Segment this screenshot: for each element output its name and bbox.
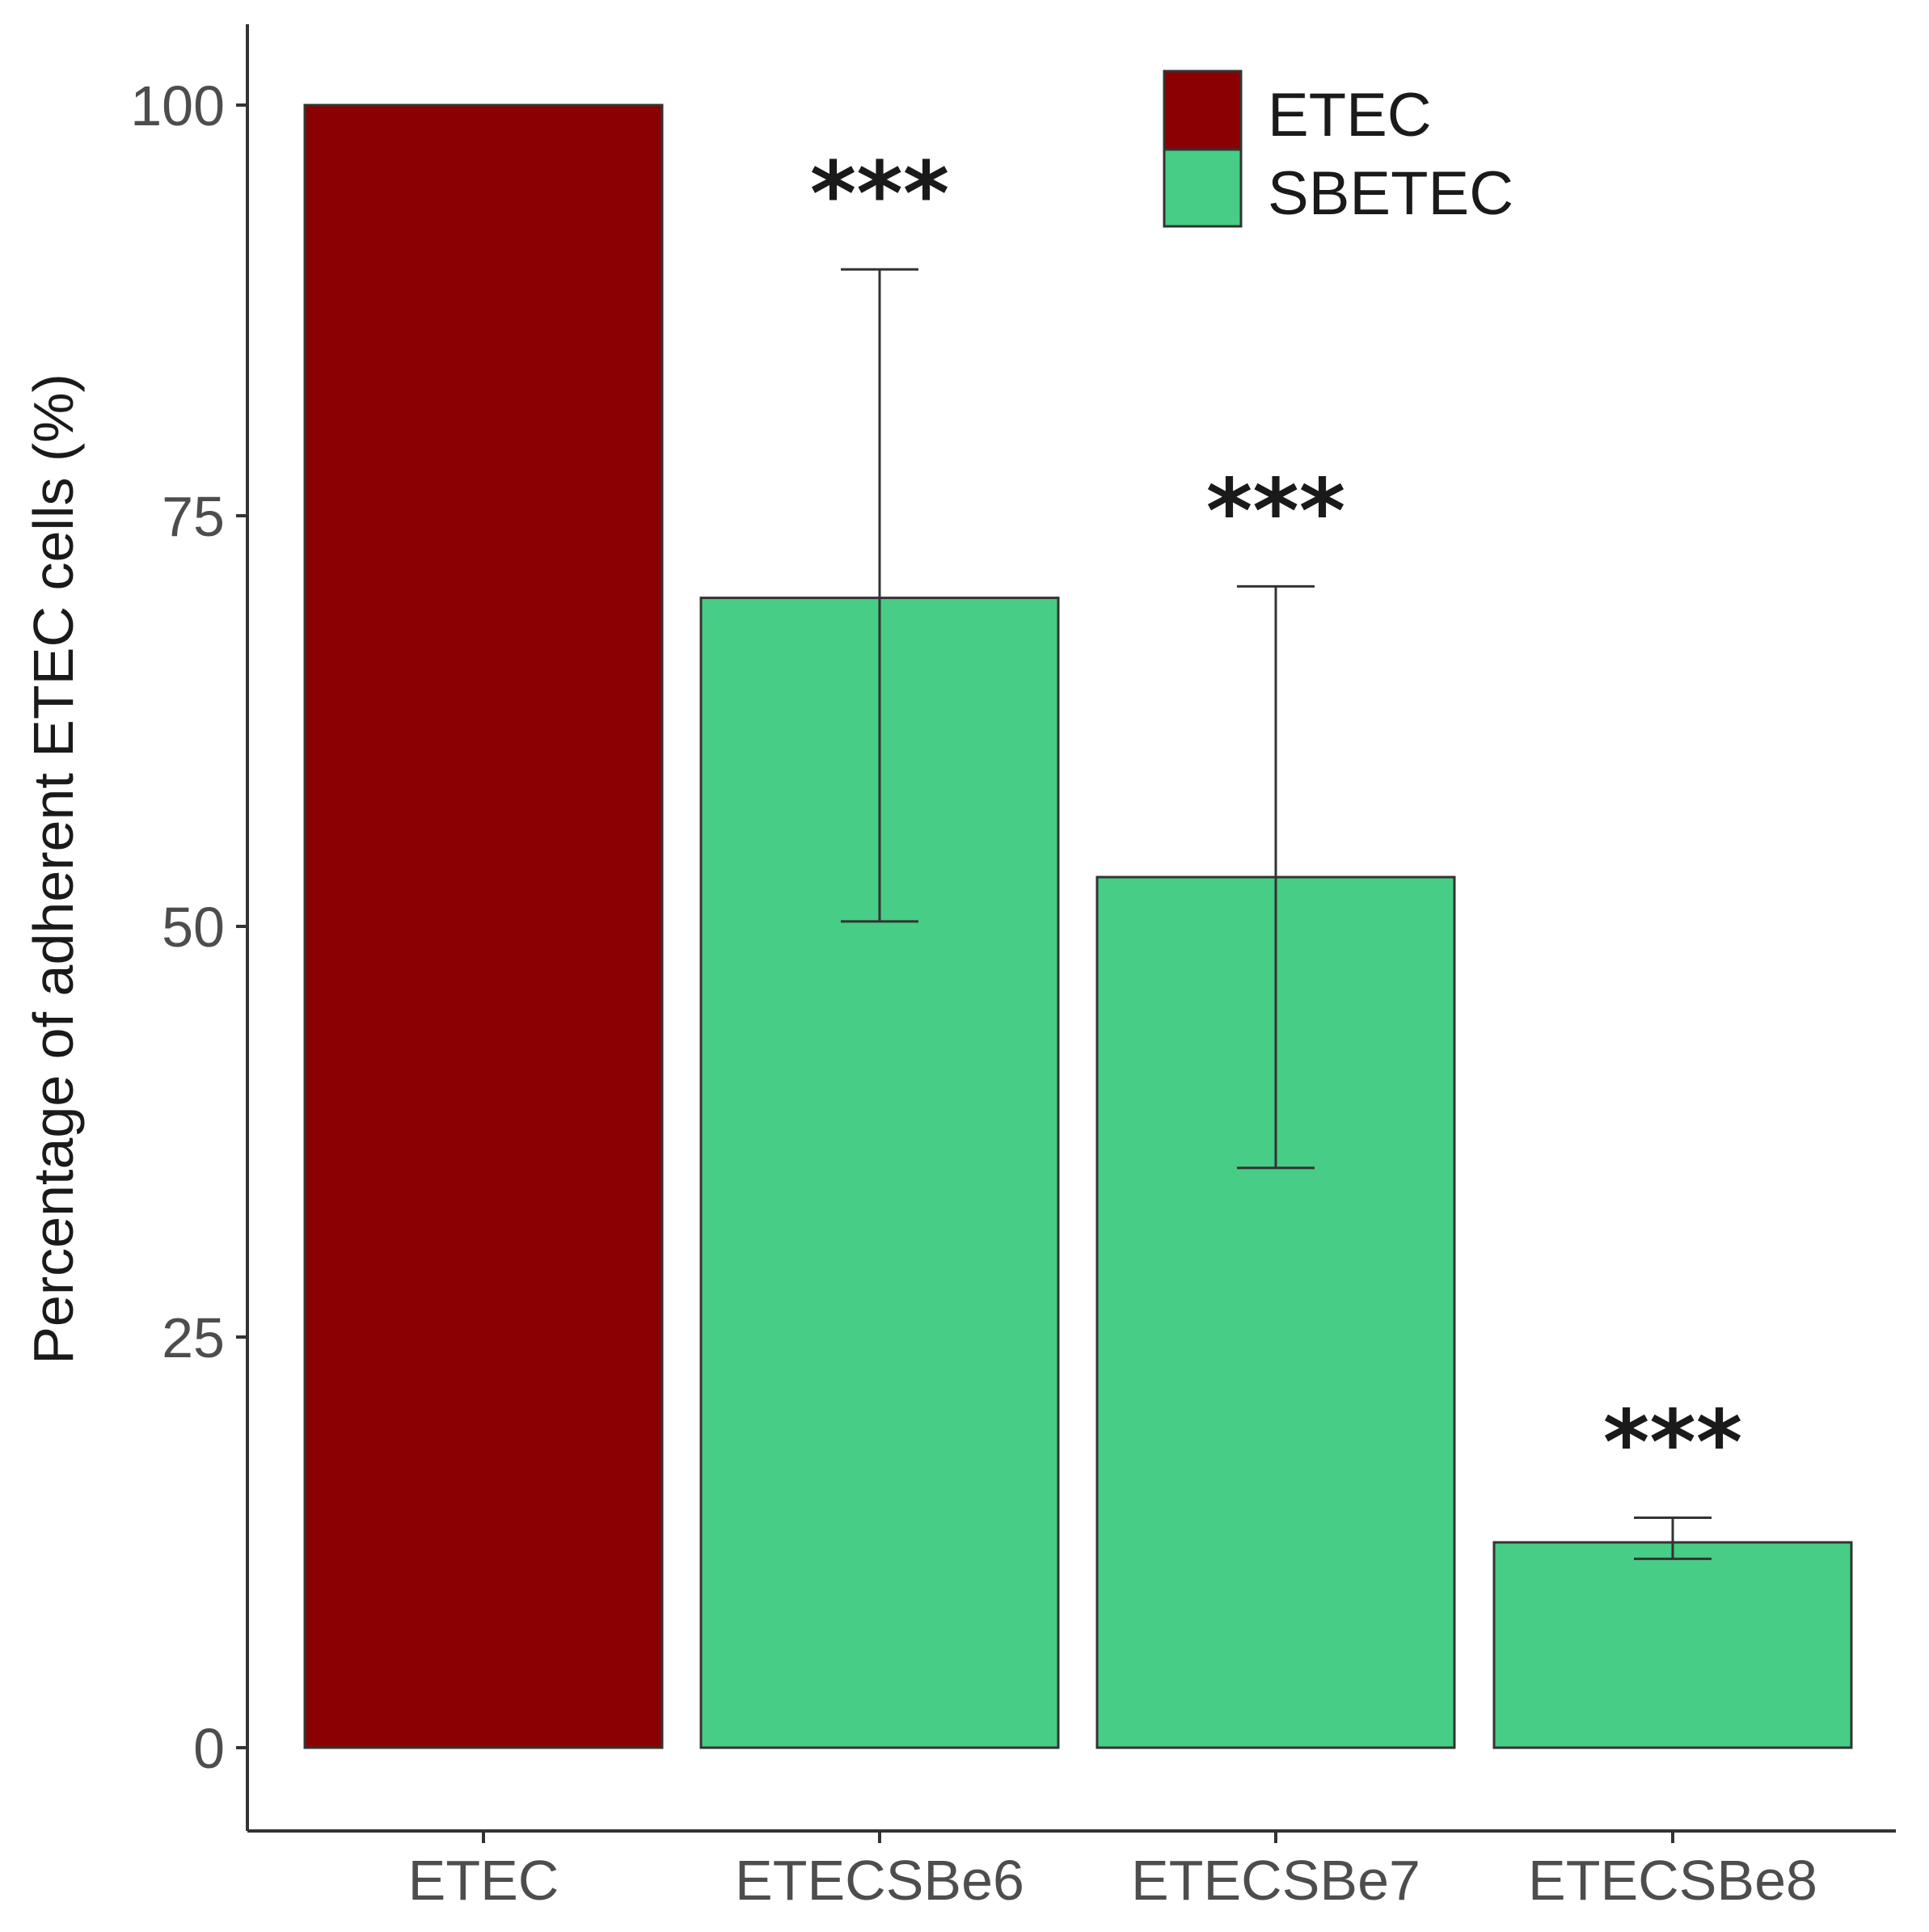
y-tick-label: 100 <box>130 74 225 137</box>
significance-markers: *** *** *** <box>810 142 1743 1494</box>
x-ticks: ETEC ETECSBe6 ETECSBe7 ETECSBe8 <box>408 1831 1817 1912</box>
significance-etecsbe6: *** <box>810 142 950 246</box>
bars <box>303 103 1853 1749</box>
legend-swatch-etec <box>1163 70 1243 151</box>
y-tick-label: 75 <box>162 485 225 548</box>
significance-etecsbe8: *** <box>1603 1391 1743 1495</box>
y-ticks: 0 25 50 75 100 <box>130 74 247 1780</box>
y-axis-title: Percentage of adherent ETEC cells (%) <box>22 373 85 1365</box>
x-tick-label: ETECSBe7 <box>1131 1849 1420 1912</box>
bar-etecsbe8 <box>1492 1541 1853 1749</box>
y-tick-label: 0 <box>193 1717 225 1780</box>
error-bars <box>841 268 1712 1560</box>
legend-label-sbetec: SBETEC <box>1268 159 1513 228</box>
legend: ETEC SBETEC <box>1163 70 1513 228</box>
significance-etecsbe7: *** <box>1206 459 1346 563</box>
bar-etec <box>303 103 664 1749</box>
x-tick-label: ETECSBe8 <box>1528 1849 1817 1912</box>
legend-label-etec: ETEC <box>1268 81 1432 150</box>
y-tick-label: 25 <box>162 1306 225 1369</box>
legend-swatch-sbetec <box>1163 148 1243 228</box>
y-tick-label: 50 <box>162 896 225 959</box>
x-tick-label: ETEC <box>408 1849 559 1912</box>
x-tick-label: ETECSBe6 <box>735 1849 1024 1912</box>
